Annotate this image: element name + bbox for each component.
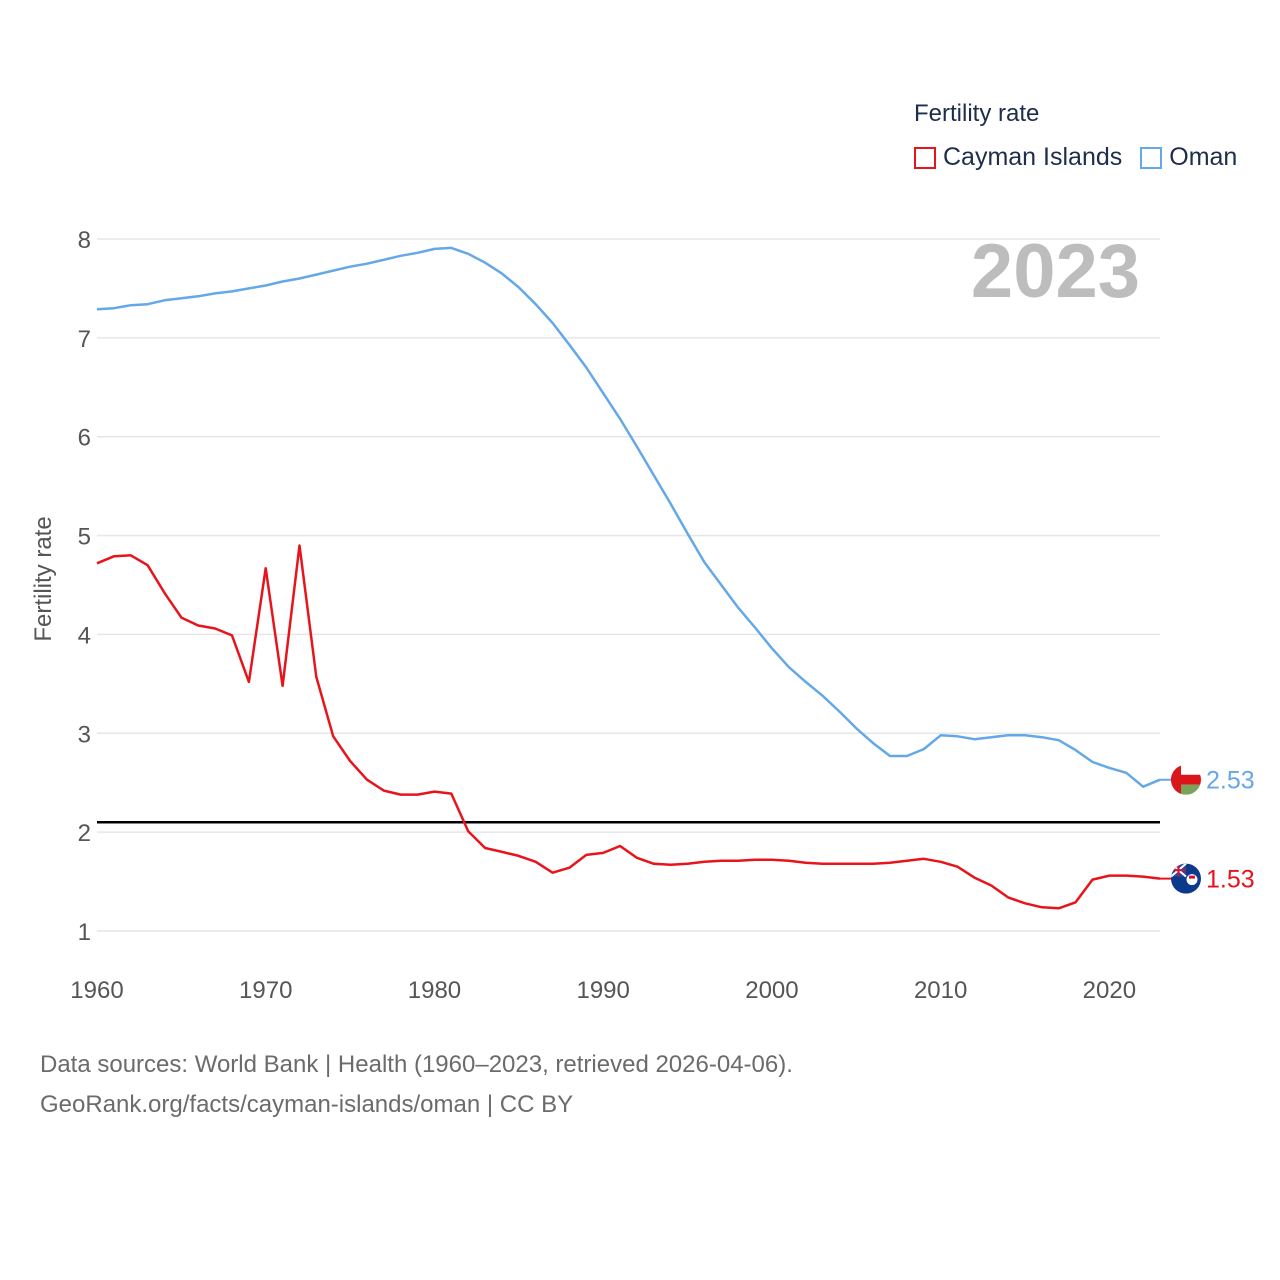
flag-green-band: [1171, 784, 1201, 795]
legend-title: Fertility rate: [914, 100, 1040, 127]
legend-swatch-cayman-islands: [914, 146, 936, 169]
y-tick-label: 2: [78, 820, 91, 847]
y-tick-label: 1: [78, 919, 91, 946]
flag-red-band: [1171, 774, 1201, 785]
y-tick-label: 8: [78, 227, 91, 254]
legend-item-oman[interactable]: Oman: [1140, 143, 1237, 172]
legend-swatch-oman: [1140, 146, 1163, 169]
source-line-2[interactable]: GeoRank.org/facts/cayman-islands/oman | …: [40, 1091, 574, 1118]
x-tick-label: 2010: [914, 977, 967, 1004]
end-label-oman: 2.53: [1206, 767, 1255, 795]
y-tick-label: 7: [78, 326, 91, 353]
y-axis-title: Fertility rate: [30, 516, 57, 641]
flag-body: [1171, 863, 1201, 894]
source-caption: Data sources: World Bank | Health (1960–…: [40, 1045, 793, 1125]
x-tick-label: 2020: [1083, 977, 1136, 1004]
year-display: 2023: [970, 229, 1140, 314]
series-line-oman: [96, 246, 1161, 788]
legend-label-cayman-islands: Cayman Islands: [943, 143, 1123, 171]
cayman-islands-flag-icon: [1171, 863, 1201, 894]
flag-body: [1171, 764, 1201, 795]
x-tick-label: 1960: [70, 977, 123, 1004]
legend-item-cayman-islands[interactable]: Cayman Islands: [914, 143, 1122, 172]
series-line-cayman-islands: [96, 544, 1161, 910]
y-tick-label: 4: [78, 622, 91, 649]
flag-arms-top: [1189, 875, 1195, 879]
flag-white-band: [1171, 764, 1201, 775]
x-tick-label: 1980: [408, 977, 461, 1004]
y-tick-label: 6: [78, 425, 91, 452]
flag-hoist: [1171, 764, 1181, 795]
source-line-1: Data sources: World Bank | Health (1960–…: [40, 1051, 793, 1078]
legend: Cayman Islands Oman: [914, 143, 1255, 172]
x-tick-label: 1990: [576, 977, 629, 1004]
x-tick-label: 2000: [745, 977, 798, 1004]
y-tick-label: 5: [78, 524, 91, 551]
legend-label-oman: Oman: [1169, 143, 1238, 171]
end-label-cayman-islands: 1.53: [1206, 866, 1255, 894]
line-chart: 1 2 3 4 5 6 7 8 1960 1970 1980 1990 2000 2010 2020 Fert…: [30, 227, 1255, 1004]
y-tick-label: 3: [78, 721, 91, 748]
x-tick-label: 1970: [239, 977, 292, 1004]
oman-flag-icon: [1171, 764, 1201, 795]
